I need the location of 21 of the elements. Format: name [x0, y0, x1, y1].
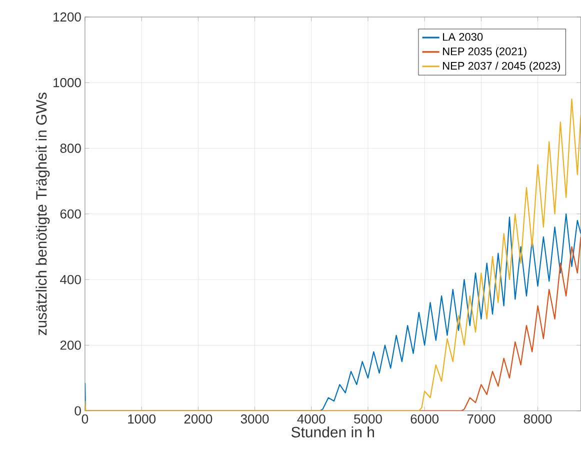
- x-tick-label: 5000: [354, 414, 382, 424]
- x-tick-label: 7000: [467, 414, 496, 424]
- x-axis-title: Stunden in h: [291, 426, 374, 438]
- x-tick-label: 4000: [297, 414, 326, 424]
- x-tick-label: 8000: [524, 414, 552, 424]
- x-tick-label: 3000: [240, 414, 269, 424]
- x-tick-label: 2000: [184, 414, 212, 424]
- legend-label: NEP 2037 / 2045 (2023): [443, 62, 560, 72]
- y-tick-label: 600: [60, 209, 81, 219]
- y-tick-label: 1000: [54, 78, 81, 88]
- y-tick-label: 400: [60, 275, 81, 284]
- x-tick-label: 1000: [128, 414, 156, 424]
- x-tick-label: 0: [82, 414, 88, 424]
- y-axis-title: zusätzlich benötigte Trägheit in GWs: [36, 92, 50, 336]
- y-tick-label: 800: [60, 144, 81, 153]
- legend-label: NEP 2035 (2021): [443, 47, 526, 58]
- y-tick-label: 0: [74, 406, 81, 416]
- legend-label: LA 2030: [443, 33, 483, 41]
- y-tick-label: 1200: [54, 12, 81, 22]
- y-tick-label: 200: [60, 340, 81, 350]
- x-tick-label: 6000: [410, 414, 439, 424]
